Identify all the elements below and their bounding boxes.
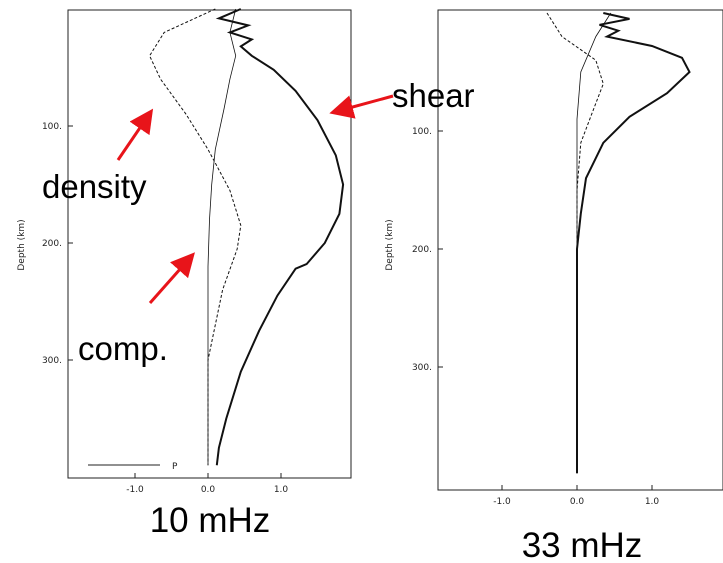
y-tick-label: 200. [412,245,432,255]
y-tick-label: 100. [412,127,432,137]
x-tick-label: -1.0 [493,497,511,507]
annotation-shear: shear [392,77,475,114]
legend-label: P [172,462,178,472]
annotation-density: density [42,168,147,205]
panel-33mhz: Depth (km) 100. 200. 300. -1.0 0.0 1.0 33 mH… [385,9,723,563]
series-density-line [149,8,242,466]
series-shear-line [215,8,345,466]
plot-frame [437,9,723,491]
y-axis-label: Depth (km) [17,219,27,270]
x-tick-label: 0.0 [201,485,216,495]
arrow-shear [329,94,394,119]
y-tick-label: 300. [42,356,62,366]
x-tick-label: 0.0 [570,497,585,507]
series-comp-line [576,12,612,474]
x-tick-label: 1.0 [645,497,660,507]
annotation-comp: comp. [78,330,168,367]
x-tick-label: -1.0 [126,485,144,495]
y-axis-label: Depth (km) [385,219,395,270]
y-tick-label: 100. [42,122,62,132]
panel-10mhz: Depth (km) 100. 200. 300. -1.0 0.0 1.0 P 10 … [17,8,352,540]
arrow-comp [148,252,195,304]
arrow-density [116,108,154,161]
y-tick-label: 200. [42,239,62,249]
caption-33mhz: 33 mHz [522,526,643,563]
y-tick-label: 300. [412,363,432,373]
plot-frame [67,9,352,479]
series-shear-line [576,12,691,474]
series-comp-line [207,8,237,466]
x-tick-label: 1.0 [274,485,289,495]
caption-10mhz: 10 mHz [150,501,271,540]
series-density-line [546,12,604,474]
